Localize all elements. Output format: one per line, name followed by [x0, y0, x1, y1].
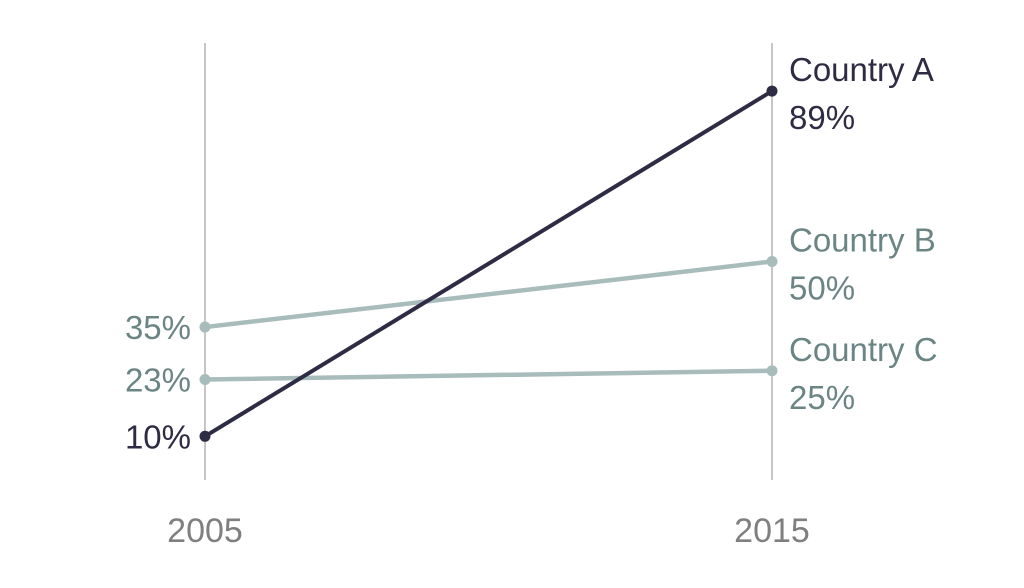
- value-label-country-b-start: 35%: [125, 309, 191, 346]
- value-label-country-b-end: 50%: [789, 270, 855, 307]
- value-label-country-a-start: 10%: [125, 418, 191, 455]
- series-name-country-c: Country C: [789, 331, 938, 368]
- value-label-country-c-end: 25%: [789, 379, 855, 416]
- data-point-country-b-end: [766, 256, 778, 267]
- value-label-country-c-start: 23%: [125, 361, 191, 398]
- x-tick-label-start: 2005: [167, 512, 243, 550]
- data-point-country-a-start: [199, 430, 211, 442]
- series-line-country-a: [203, 89, 774, 439]
- data-point-country-c-end: [766, 365, 778, 377]
- data-point-country-a-end: [766, 85, 778, 97]
- series-line-country-c: [202, 368, 775, 382]
- series-name-country-b: Country B: [789, 222, 936, 259]
- data-point-country-b-start: [199, 321, 211, 333]
- series-name-country-a: Country A: [789, 51, 934, 88]
- x-tick-label-end: 2015: [734, 512, 810, 550]
- series-layer: 35% Country B 50% 23% Country C 25% 10% Country…: [125, 51, 938, 455]
- series-line-country-b: [202, 259, 775, 330]
- value-label-country-a-end: 89%: [789, 99, 855, 136]
- data-point-country-c-start: [199, 373, 211, 385]
